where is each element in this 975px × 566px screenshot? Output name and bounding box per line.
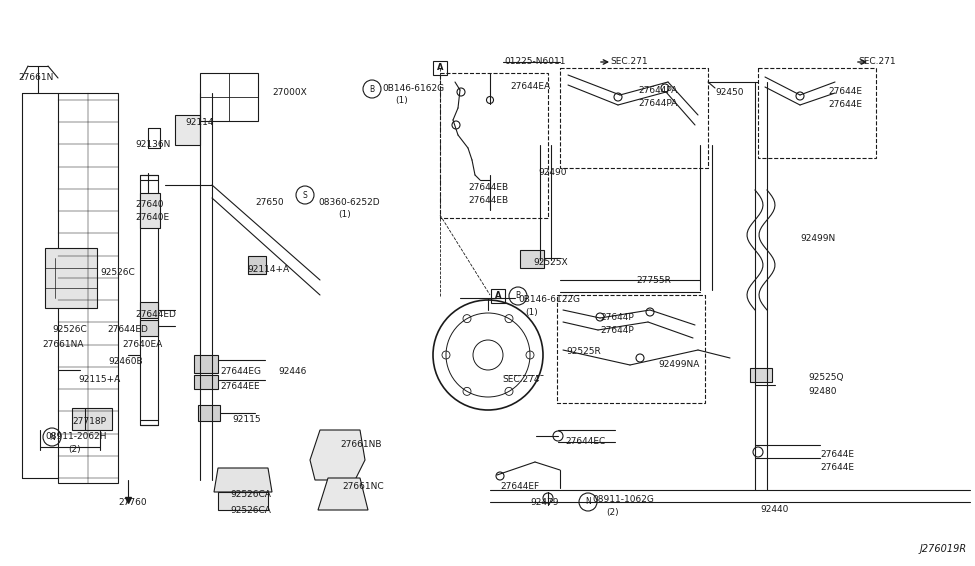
Text: 27644EB: 27644EB xyxy=(468,183,508,192)
Text: SEC.271: SEC.271 xyxy=(610,57,647,66)
Text: 92115+A: 92115+A xyxy=(78,375,120,384)
Text: 0B146-6122G: 0B146-6122G xyxy=(518,295,580,304)
Text: 92490: 92490 xyxy=(538,168,566,177)
Bar xyxy=(140,175,158,425)
Text: N: N xyxy=(585,498,591,507)
Bar xyxy=(560,68,708,168)
Text: 92480: 92480 xyxy=(808,387,837,396)
Text: 08360-6252D: 08360-6252D xyxy=(318,198,379,207)
Text: SEC.271: SEC.271 xyxy=(858,57,896,66)
Bar xyxy=(72,408,112,430)
Text: 27644E: 27644E xyxy=(828,87,862,96)
Text: 27650: 27650 xyxy=(255,198,284,207)
Text: 92114+A: 92114+A xyxy=(247,265,290,274)
Text: 27644ED: 27644ED xyxy=(135,310,176,319)
Text: 27644EE: 27644EE xyxy=(220,382,259,391)
Text: 92526CA: 92526CA xyxy=(230,506,271,515)
Text: 27644EA: 27644EA xyxy=(510,82,550,91)
Text: 01225-N6011: 01225-N6011 xyxy=(504,57,565,66)
Text: SEC.274: SEC.274 xyxy=(502,375,539,384)
Text: 27644EF: 27644EF xyxy=(500,482,539,491)
Bar xyxy=(248,256,266,274)
Text: 0B146-6162G: 0B146-6162G xyxy=(382,84,445,93)
Bar xyxy=(520,250,544,268)
Bar xyxy=(194,375,218,389)
Text: 92525R: 92525R xyxy=(566,347,601,356)
Text: 92115: 92115 xyxy=(232,415,260,424)
Bar xyxy=(45,248,97,308)
Bar xyxy=(200,73,258,121)
Polygon shape xyxy=(318,478,368,510)
Text: 27661NC: 27661NC xyxy=(342,482,383,491)
Text: 27000X: 27000X xyxy=(272,88,307,97)
Bar xyxy=(140,320,158,336)
Text: 92440: 92440 xyxy=(760,505,789,514)
Text: 92525X: 92525X xyxy=(533,258,567,267)
Text: 92526CA: 92526CA xyxy=(230,490,271,499)
Text: 08911-2062H: 08911-2062H xyxy=(45,432,106,441)
Text: 92526C: 92526C xyxy=(100,268,135,277)
Bar xyxy=(175,115,200,145)
Polygon shape xyxy=(214,468,272,492)
Text: 27644EB: 27644EB xyxy=(468,196,508,205)
Text: A: A xyxy=(494,291,501,301)
Text: S: S xyxy=(302,191,307,199)
Polygon shape xyxy=(218,492,268,510)
Bar xyxy=(750,368,772,382)
Text: 92526C: 92526C xyxy=(52,325,87,334)
Text: 92114: 92114 xyxy=(185,118,214,127)
Text: 92460B: 92460B xyxy=(108,357,142,366)
Text: 92499N: 92499N xyxy=(800,234,836,243)
Bar xyxy=(58,93,118,483)
Text: 27640EA: 27640EA xyxy=(122,340,162,349)
Bar xyxy=(758,68,876,158)
Text: 27644PA: 27644PA xyxy=(638,99,678,108)
Text: J276019R: J276019R xyxy=(919,544,967,554)
Text: 27755R: 27755R xyxy=(636,276,671,285)
Text: 92446: 92446 xyxy=(278,367,306,376)
Bar xyxy=(440,73,548,218)
Text: 92136N: 92136N xyxy=(135,140,171,149)
Bar xyxy=(198,405,220,421)
Text: (1): (1) xyxy=(395,96,408,105)
Polygon shape xyxy=(310,430,365,480)
Text: 27718P: 27718P xyxy=(72,417,106,426)
Text: 92450: 92450 xyxy=(715,88,744,97)
Bar xyxy=(140,193,160,228)
Bar xyxy=(140,302,158,318)
Bar xyxy=(433,61,447,75)
Text: 92525Q: 92525Q xyxy=(808,373,843,382)
Text: 27640E: 27640E xyxy=(135,213,169,222)
Text: 27644E: 27644E xyxy=(828,100,862,109)
Text: 27760: 27760 xyxy=(118,498,146,507)
Text: B: B xyxy=(370,84,374,93)
Text: 27644PA: 27644PA xyxy=(638,86,678,95)
Text: 08911-1062G: 08911-1062G xyxy=(592,495,654,504)
Text: 27644E: 27644E xyxy=(820,450,854,459)
Text: 27661NA: 27661NA xyxy=(42,340,84,349)
Text: (1): (1) xyxy=(338,210,351,219)
Text: 27644P: 27644P xyxy=(600,313,634,322)
Text: (1): (1) xyxy=(525,308,538,317)
Text: 27661N: 27661N xyxy=(18,73,54,82)
Text: (2): (2) xyxy=(606,508,618,517)
Text: (2): (2) xyxy=(68,445,81,454)
Bar xyxy=(491,289,505,303)
Text: B: B xyxy=(516,291,521,301)
Text: 27644ED: 27644ED xyxy=(107,325,148,334)
Text: N: N xyxy=(49,432,55,441)
Text: 27661NB: 27661NB xyxy=(340,440,381,449)
Text: A: A xyxy=(437,63,444,72)
Text: 92499NA: 92499NA xyxy=(658,360,699,369)
Bar xyxy=(557,295,705,403)
Text: 27644E: 27644E xyxy=(820,463,854,472)
Text: 27644EC: 27644EC xyxy=(565,437,605,446)
Text: 27644P: 27644P xyxy=(600,326,634,335)
Text: 92479: 92479 xyxy=(530,498,559,507)
Text: 27644EG: 27644EG xyxy=(220,367,261,376)
Text: 27640: 27640 xyxy=(135,200,164,209)
Bar xyxy=(194,355,218,373)
